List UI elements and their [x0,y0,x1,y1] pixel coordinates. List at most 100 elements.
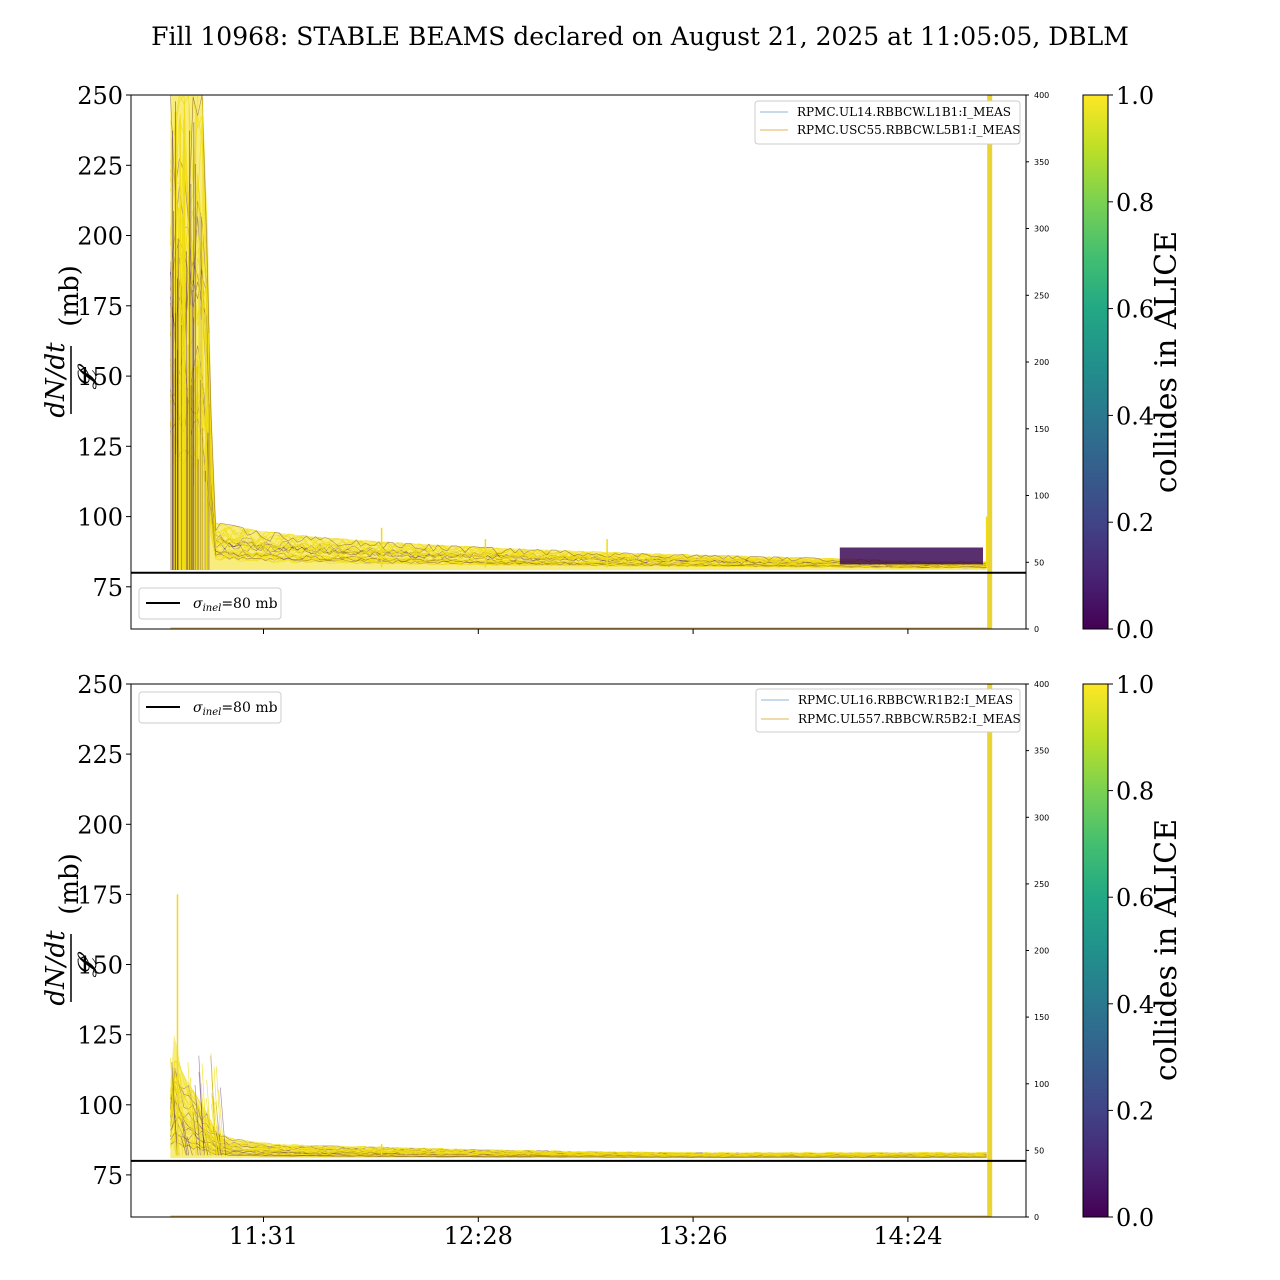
bottom-ytick-label: 250 [77,671,123,699]
bottom-early-trace [198,1071,205,1156]
top-ytick-label: 75 [92,574,123,602]
bottom-trace [170,1135,987,1158]
bottom-colorbar-gradient [1082,683,1109,1218]
bottom-secondary-ytick-label: 200 [1034,947,1049,956]
top-legend-sigma-sub: inel [203,603,222,614]
bottom-yellow-envelope [170,1034,987,1159]
top-legend-sigma-label: σinel=80 mb [193,596,278,614]
top-secondary-ytick-label: 350 [1034,158,1049,167]
top-colorbar-tick-label: 0.0 [1116,616,1154,644]
top-trace [170,269,987,567]
bottom-early-trace [213,1066,220,1156]
bottom-colorbar-label: collides in ALICE [1149,819,1184,1081]
top-y-axis: 75 100 125 150 175 200 225 250 [77,82,131,602]
top-trace [170,241,987,566]
top-y-axis-label: dN/dt 𝓛 (mb) [41,265,103,417]
top-trace [170,159,987,565]
top-secondary-ytick-label: 200 [1034,358,1049,367]
top-colorbar-tick-label: 0.2 [1116,509,1154,537]
top-colorbar-tick-label: 0.6 [1116,296,1154,324]
bottom-secondary-ytick-label: 400 [1034,680,1049,689]
top-trace [170,261,987,567]
bottom-axes-frame [130,683,1027,1218]
bottom-trace [170,1071,987,1156]
top-trace [170,226,987,566]
bottom-ytick-label: 200 [77,811,123,839]
bottom-secondary-ytick-label: 150 [1034,1013,1049,1022]
bottom-legend-left-box [138,691,282,724]
bottom-trace [170,1132,987,1158]
top-ytick-label: 150 [77,363,123,391]
bottom-early-trace [198,1124,205,1156]
bottom-x-axis: 11:31 12:28 13:26 14:24 [229,1217,942,1250]
bottom-xtick-label: 13:26 [659,1222,728,1250]
bottom-ytick-label: 225 [77,741,123,769]
bottom-early-trace [215,1066,223,1156]
bottom-early-trace [207,1108,214,1156]
bottom-legend-sigma-label: σinel=80 mb [193,700,278,718]
bottom-early-trace [194,1084,201,1156]
bottom-early-trace [181,1118,188,1156]
bottom-early-trace [216,1125,223,1156]
top-colorbar-tick-label: 1.0 [1116,82,1154,110]
top-trace [170,160,987,566]
bottom-trace [170,1080,987,1156]
bottom-early-trace [170,1058,177,1156]
bottom-panel: 75 100 125 150 175 200 225 250 0 50 100 150 200 250 3… [41,671,1049,1250]
bottom-y-axis-label: dN/dt 𝓛 (mb) [41,853,103,1005]
top-secondary-ytick-label: 0 [1034,625,1039,634]
bottom-early-trace [180,1137,187,1156]
top-ytick-label: 200 [77,223,123,251]
bottom-early-trace [171,1061,178,1156]
top-ytick-label: 100 [77,504,123,532]
bottom-legend-sigma-sub: inel [203,707,222,718]
bottom-legend-right-box [755,688,1021,733]
bottom-secondary-ytick-label: 0 [1034,1213,1039,1222]
top-purple-band [839,547,983,565]
top-secondary-ytick-label: 150 [1034,425,1049,434]
top-colorbar-tick-label: 0.4 [1116,402,1154,430]
top-trace [170,275,987,567]
top-ylabel-unit: (mb) [55,265,85,327]
top-ytick-label: 125 [77,433,123,461]
bottom-early-trace [205,1135,212,1156]
bottom-y-axis: 75 100 125 150 175 200 225 250 [77,671,131,1190]
bottom-early-trace [218,1089,225,1156]
top-trace [170,186,987,566]
bottom-ytick-label: 100 [77,1092,123,1120]
top-trace [170,345,987,568]
top-trace [170,359,987,568]
top-legend-entry-2: RPMC.USC55.RBBCW.L5B1:I_MEAS [797,123,1020,137]
bottom-legend-entry-1: RPMC.UL16.RBBCW.R1B2:I_MEAS [798,693,1013,707]
bottom-trace [170,1073,987,1156]
bottom-early-trace [187,1061,194,1156]
bottom-colorbar-ticks: 0.0 0.2 0.4 0.6 0.8 1.0 [1108,671,1154,1232]
top-trace [170,216,987,566]
top-trace [170,119,987,565]
top-secondary-ytick-label: 400 [1034,91,1049,100]
bottom-trace [170,1068,987,1156]
bottom-secondary-ytick-label: 300 [1034,813,1049,822]
bottom-early-trace [205,1098,213,1156]
top-trace [170,95,987,564]
bottom-secondary-ytick-label: 350 [1034,747,1049,756]
bottom-early-trace [179,1074,186,1156]
top-trace [170,115,987,565]
top-trace [170,422,987,569]
bottom-end-cut [987,684,993,1217]
bottom-secondary-ytick-label: 100 [1034,1080,1049,1089]
bottom-early-trace [210,1053,217,1156]
top-legend-sigma-rest: =80 mb [221,596,277,612]
bottom-colorbar-tick-label: 0.8 [1116,778,1154,806]
top-legend-entry-1: RPMC.UL14.RBBCW.L1B1:I_MEAS [797,105,1011,119]
top-ytick-label: 225 [77,152,123,180]
bottom-ytick-label: 75 [92,1162,123,1190]
bottom-early-trace [192,1111,199,1156]
bottom-early-trace [204,1107,211,1156]
chart-title: Fill 10968: STABLE BEAMS declared on Aug… [151,22,1129,51]
bottom-secondary-y-axis: 0 50 100 150 200 250 300 350 400 [1026,680,1049,1222]
bottom-legend-entry-2: RPMC.UL557.RBBCW.R5B2:I_MEAS [798,712,1021,726]
bottom-trace [170,1068,987,1155]
top-colorbar: 0.0 0.2 0.4 0.6 0.8 1.0 collides in ALICE [1082,82,1184,644]
